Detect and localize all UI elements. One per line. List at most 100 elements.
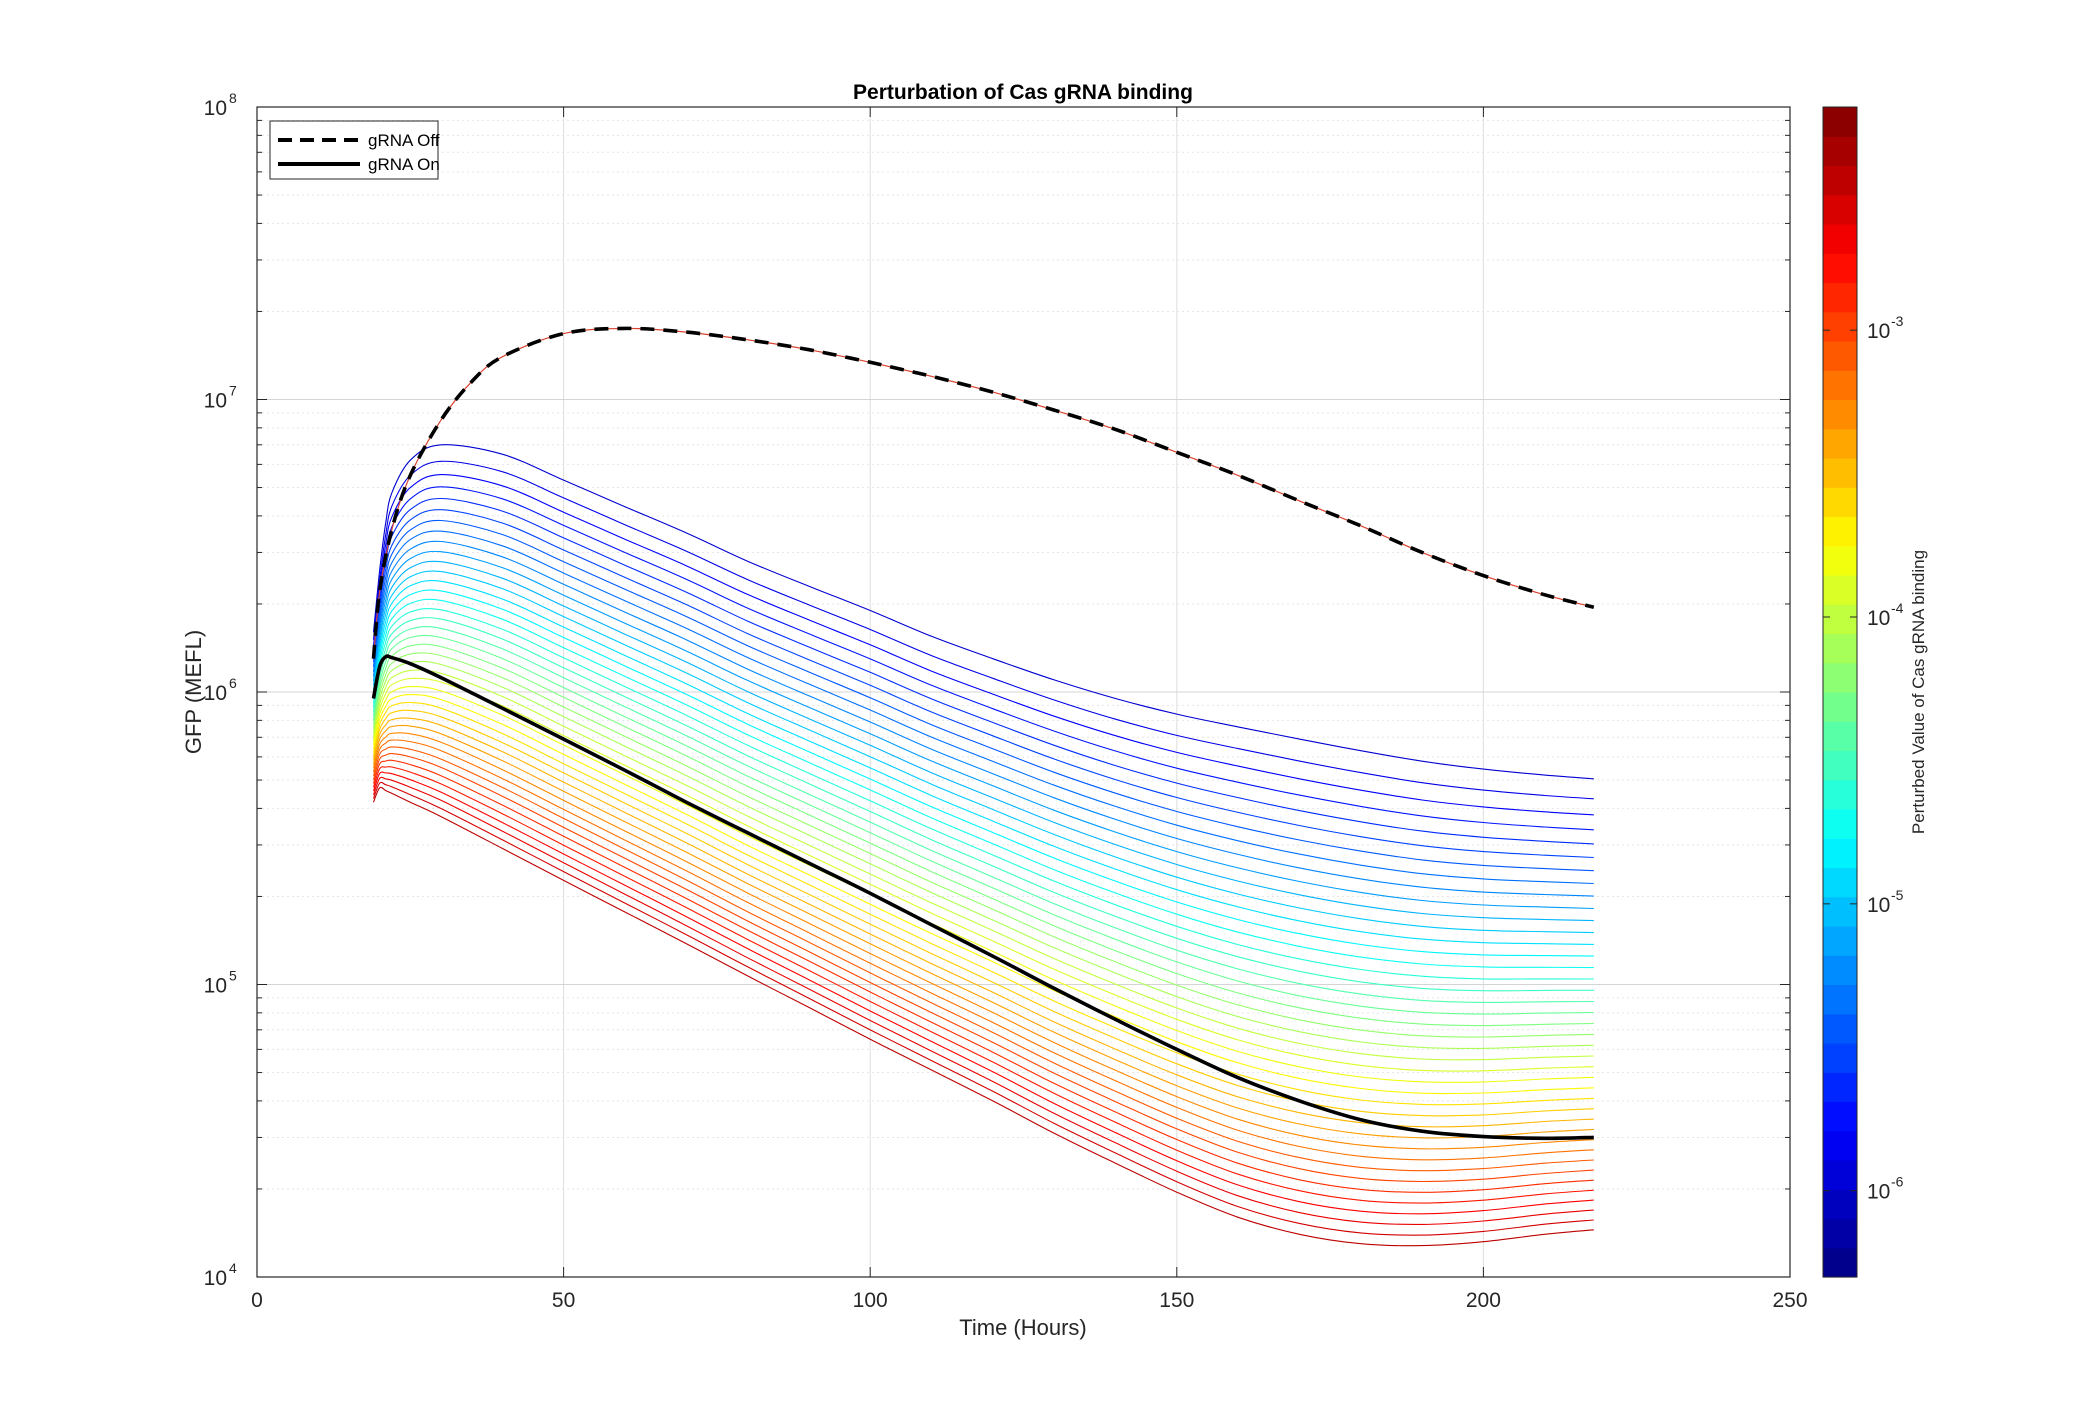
perturbation-curve xyxy=(372,739,1594,1161)
colorbar-swatch xyxy=(1823,692,1857,722)
perturbation-curve xyxy=(372,786,1594,1247)
colorbar-swatch xyxy=(1823,136,1857,167)
perturbation-curve xyxy=(372,444,1594,780)
perturbation-curve xyxy=(372,509,1594,859)
colorbar-swatch xyxy=(1823,458,1857,488)
colorbar-swatch xyxy=(1823,633,1857,664)
y-tick-label-exponent: 5 xyxy=(229,968,237,984)
main-series xyxy=(371,326,1595,1141)
perturbation-curve xyxy=(372,660,1594,1049)
perturbation-curve xyxy=(372,717,1594,1128)
colorbar-tick-label-exponent: -4 xyxy=(1891,600,1904,616)
colorbar-swatch xyxy=(1823,809,1857,839)
perturbation-curve xyxy=(372,550,1594,910)
colorbar-tick-label-base: 10 xyxy=(1867,607,1890,630)
x-tick-label: 50 xyxy=(552,1289,575,1312)
y-tick-label-base: 10 xyxy=(204,390,227,413)
perturbation-curve xyxy=(372,570,1594,934)
perturbation-curve xyxy=(372,766,1594,1204)
colorbar-swatch xyxy=(1823,282,1857,313)
colorbar-swatch xyxy=(1823,1072,1857,1103)
perturbation-curve xyxy=(372,694,1594,1095)
x-tick-label: 250 xyxy=(1772,1289,1807,1312)
grna-on-line xyxy=(371,654,1594,1141)
perturbation-curve xyxy=(372,724,1594,1139)
perturbation-curve xyxy=(372,530,1594,885)
colorbar-tick-label-exponent: -5 xyxy=(1891,887,1904,903)
perturbation-curve xyxy=(372,626,1594,1004)
colorbar-swatch xyxy=(1823,224,1857,254)
colorbar-swatch xyxy=(1823,165,1857,196)
colorbar-tick-label-base: 10 xyxy=(1867,1181,1890,1204)
y-axis-label: GFP (MEFL) xyxy=(181,630,206,754)
colorbar-swatch xyxy=(1823,1218,1857,1249)
colorbar-swatch xyxy=(1823,1013,1857,1044)
colorbar-swatch xyxy=(1823,253,1857,284)
colorbar-swatch xyxy=(1823,516,1857,547)
colorbar-swatch xyxy=(1823,487,1857,518)
x-axis-label: Time (Hours) xyxy=(959,1315,1087,1340)
chart-title: Perturbation of Cas gRNA binding xyxy=(853,81,1193,104)
perturbation-curve xyxy=(372,677,1594,1072)
x-tick-label: 100 xyxy=(853,1289,888,1312)
colorbar-swatch xyxy=(1823,750,1857,781)
colorbar-swatch xyxy=(1823,1189,1857,1220)
y-tick-label-exponent: 8 xyxy=(229,90,237,106)
colorbar-swatch xyxy=(1823,575,1857,605)
colorbar-swatch xyxy=(1823,341,1857,371)
y-tick-label-base: 10 xyxy=(204,682,227,705)
perturbation-curve xyxy=(372,776,1594,1225)
perturbation-curve xyxy=(372,608,1594,980)
x-tick-label: 150 xyxy=(1159,1289,1194,1312)
perturbation-curve xyxy=(372,580,1594,945)
colorbar-swatch xyxy=(1823,662,1857,693)
colorbar-box xyxy=(1822,106,1858,1278)
colorbar-swatch xyxy=(1823,838,1857,869)
perturbation-curve xyxy=(372,732,1594,1150)
perturbation-curve xyxy=(372,486,1594,831)
grna-off-underlay-line xyxy=(372,327,1594,659)
colorbar-ticks: 10-610-510-410-3 xyxy=(1823,313,1904,1204)
y-tick-label-base: 10 xyxy=(204,1267,227,1290)
colorbar-swatch xyxy=(1823,399,1857,430)
colorbar-tick-label-exponent: -6 xyxy=(1891,1174,1904,1190)
perturbation-curve xyxy=(372,643,1594,1027)
colorbar-swatch xyxy=(1823,545,1857,576)
perturbation-curve xyxy=(372,560,1594,922)
legend-label-grna-off: gRNA Off xyxy=(368,131,440,150)
colorbar-swatch xyxy=(1823,428,1857,459)
perturbation-curve xyxy=(372,598,1594,969)
colorbar-swatch xyxy=(1823,779,1857,810)
colorbar-swatch xyxy=(1823,107,1857,137)
perturbation-curve xyxy=(372,771,1594,1215)
colorbar-swatch xyxy=(1823,926,1857,956)
colorbar-swatch xyxy=(1823,1130,1857,1161)
colorbar-swatch xyxy=(1823,867,1857,898)
colorbar-swatch xyxy=(1823,955,1857,986)
colorbar-swatch xyxy=(1823,1247,1857,1278)
y-tick-label-exponent: 4 xyxy=(229,1260,237,1276)
y-tick-label-exponent: 7 xyxy=(229,383,237,399)
colorbar-swatch xyxy=(1823,1101,1857,1132)
colorbar-swatch xyxy=(1823,1043,1857,1073)
colorbar-tick-label-base: 10 xyxy=(1867,894,1890,917)
legend: gRNA Off gRNA On xyxy=(269,120,440,180)
colorbar-swatch xyxy=(1823,311,1857,342)
perturbation-curve xyxy=(372,519,1594,872)
colorbar-tick-label-exponent: -3 xyxy=(1891,313,1904,329)
colorbar-swatch xyxy=(1823,604,1857,635)
x-tick-label: 0 xyxy=(251,1289,263,1312)
colorbar-swatch xyxy=(1823,194,1857,225)
y-tick-label-base: 10 xyxy=(204,975,227,998)
perturbation-curves xyxy=(372,444,1594,1247)
colorbar xyxy=(1823,107,1857,1278)
colorbar-swatch xyxy=(1823,721,1857,752)
colorbar-tick-label-base: 10 xyxy=(1867,320,1890,343)
perturbation-curve xyxy=(372,746,1594,1172)
colorbar-swatch xyxy=(1823,984,1857,1015)
perturbation-curve xyxy=(372,634,1594,1015)
perturbation-curve xyxy=(372,709,1594,1117)
perturbation-curve xyxy=(372,497,1594,845)
